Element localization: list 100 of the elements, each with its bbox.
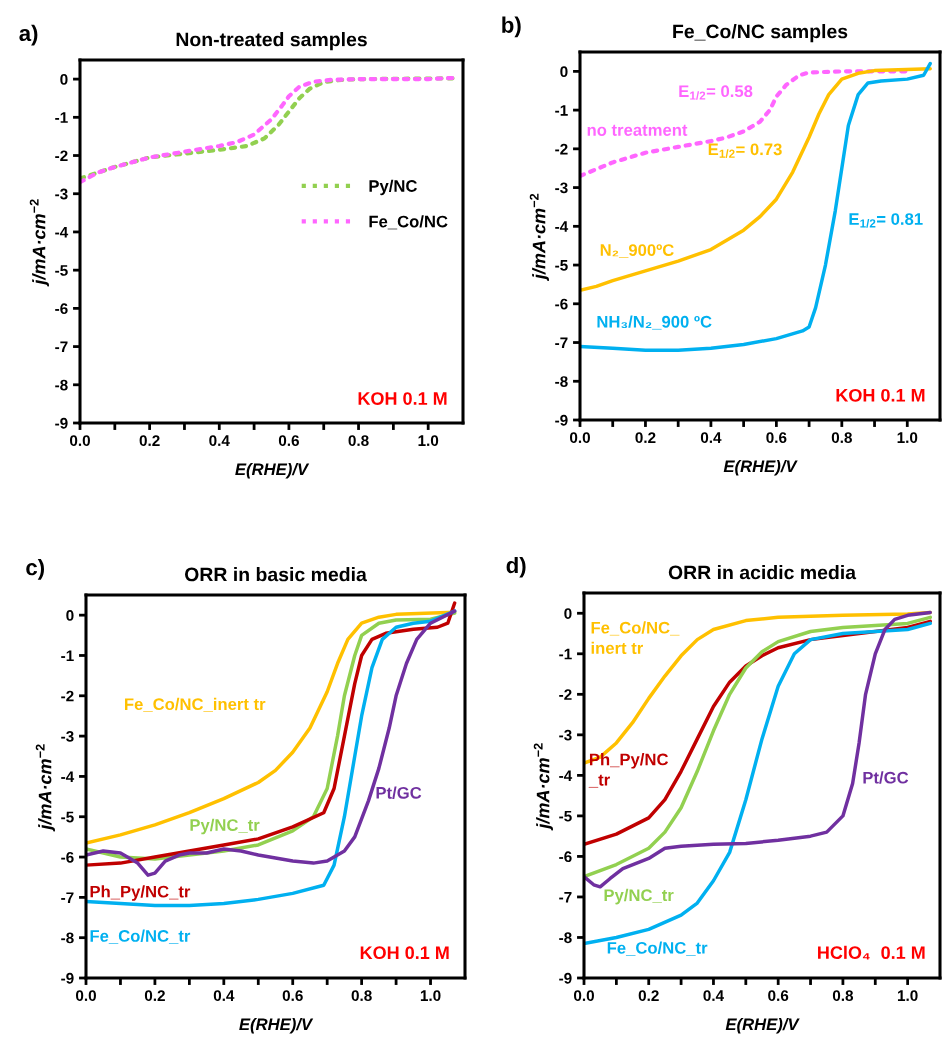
text: a) <box>19 24 38 46</box>
x-tick-label: 0.0 <box>573 990 594 1002</box>
chart-title: Non-treated samples <box>176 32 367 51</box>
x-tick-label: 1.0 <box>420 990 441 1002</box>
series-label: Ph_Py/NC _tr <box>588 753 669 788</box>
y-tick-label: -3 <box>555 182 568 194</box>
y-tick-label: -3 <box>559 729 572 741</box>
x-tick-label: 1.0 <box>897 990 918 1002</box>
x-axis-title: E(RHE)/V <box>235 462 310 479</box>
annotation: KOH 0.1 M <box>836 388 925 402</box>
y-axis-title: j/mA·cm$^{−2}$ <box>529 193 549 282</box>
annotation: HClO₄ 0.1 M <box>818 945 925 960</box>
x-axis-title: E(RHE)/V <box>725 1017 800 1034</box>
series-label: Fe_Co/NC_tr <box>90 929 191 944</box>
y-tick-label: 0 <box>564 608 572 619</box>
y-tick-label: -4 <box>55 226 69 238</box>
text: Fe_Co/NC_inert tr <box>125 697 266 712</box>
y-tick-label: 0 <box>560 66 568 78</box>
series-label: NH₃/N₂_900 ºC <box>597 315 712 330</box>
y-tick-label: -6 <box>61 851 74 863</box>
y-tick-label: -3 <box>61 730 74 742</box>
x-tick-label: 0.8 <box>348 435 369 447</box>
x-tick-label: 0.4 <box>703 990 724 1002</box>
y-tick-label: -4 <box>555 221 569 232</box>
y-tick-label: -5 <box>55 265 68 276</box>
y-tick-label: -4 <box>61 771 75 782</box>
x-tick-label: 0.0 <box>69 435 90 447</box>
y-tick-label: -8 <box>555 376 568 387</box>
y-tick-label: -7 <box>55 341 68 353</box>
x-tick-label: 0.2 <box>638 990 659 1002</box>
x-tick-label: 1.0 <box>897 432 918 444</box>
x-tick-label: 0.6 <box>768 990 789 1002</box>
y-tick-label: -9 <box>555 414 568 426</box>
y-tick-label: -5 <box>61 811 74 823</box>
y-tick-label: -8 <box>55 379 68 391</box>
y-tick-label: -2 <box>559 689 572 700</box>
series-label: Fe_Co/NC_tr <box>607 941 708 956</box>
x-tick-label: 0.8 <box>831 432 852 444</box>
y-tick-label: -9 <box>559 972 572 984</box>
y-tick-label: -2 <box>555 143 568 155</box>
line-series <box>580 69 910 179</box>
x-tick-label: 0.8 <box>832 990 854 1002</box>
series-label: Fe_Co/NC_ inert tr <box>591 621 680 654</box>
x-tick-label: 0.4 <box>209 435 230 447</box>
x-axis-title: E(RHE)/V <box>723 459 798 476</box>
annotation: E$_{1/2}$= 0.81 <box>849 213 923 228</box>
annotation: E$_{1/2}$= 0.73 <box>708 143 782 158</box>
series-label: Pt/GC <box>863 771 909 784</box>
y-tick-label: -6 <box>55 303 68 315</box>
x-axis-title: E(RHE)/V <box>239 1017 314 1034</box>
y-tick-label: -1 <box>55 112 68 123</box>
chart-title: Fe_Co/NC samples <box>673 24 848 43</box>
x-tick-label: 0.8 <box>351 990 372 1002</box>
y-tick-label: -9 <box>55 417 68 429</box>
line-series <box>580 66 932 292</box>
y-tick-label: -6 <box>559 851 572 863</box>
text: d) <box>506 556 526 578</box>
x-tick-label: 0.6 <box>278 435 299 447</box>
series-label: Py/NC_tr <box>604 888 674 905</box>
text: b) <box>502 16 521 38</box>
series-label: Py/NC_tr <box>190 818 260 835</box>
text: c) <box>26 558 45 580</box>
y-tick-label: -6 <box>555 298 568 310</box>
x-tick-label: 0.0 <box>75 990 96 1002</box>
x-tick-label: 0.0 <box>569 432 590 444</box>
y-tick-label: -2 <box>55 150 68 162</box>
annotation: KOH 0.1 M <box>358 392 447 405</box>
chart-title: ORR in basic media <box>185 567 367 582</box>
y-axis-title: j/mA·cm$^{−2}$ <box>29 199 49 287</box>
x-tick-label: 0.2 <box>139 435 160 447</box>
y-tick-label: -7 <box>61 892 74 903</box>
y-tick-label: -1 <box>559 648 572 660</box>
y-tick-label: -8 <box>61 932 74 944</box>
y-tick-label: -4 <box>559 770 573 781</box>
y-tick-label: -1 <box>61 650 74 662</box>
x-tick-label: 0.6 <box>766 432 787 444</box>
series-label: N₂_900ºC <box>600 244 674 258</box>
annotation: KOH 0.1 M <box>360 946 449 960</box>
y-tick-label: -5 <box>555 260 568 271</box>
legend-label: Py/NC <box>369 179 417 196</box>
annotation: E$_{1/2}$= 0.58 <box>679 85 753 100</box>
x-tick-label: 1.0 <box>418 435 439 447</box>
y-tick-label: -7 <box>555 337 568 349</box>
y-tick-label: -9 <box>61 972 74 984</box>
series-label: Pt/GC <box>376 786 422 799</box>
x-tick-label: 0.6 <box>282 990 303 1002</box>
series-label: no treatment <box>587 124 688 136</box>
y-tick-label: -5 <box>559 810 572 822</box>
y-tick-label: -7 <box>559 891 572 903</box>
x-tick-label: 0.2 <box>144 990 165 1002</box>
legend-label: Fe_Co/NC <box>369 215 448 230</box>
y-tick-label: -1 <box>555 105 568 116</box>
x-tick-label: 0.4 <box>213 990 235 1002</box>
y-axis-title: j/mA·cm$^{−2}$ <box>533 743 553 831</box>
line-series <box>580 61 932 353</box>
x-tick-label: 0.4 <box>700 432 722 444</box>
chart-title: ORR in acidic media <box>668 565 857 580</box>
x-tick-label: 0.2 <box>635 432 656 444</box>
y-tick-label: 0 <box>60 73 68 85</box>
y-tick-label: -2 <box>61 690 74 702</box>
